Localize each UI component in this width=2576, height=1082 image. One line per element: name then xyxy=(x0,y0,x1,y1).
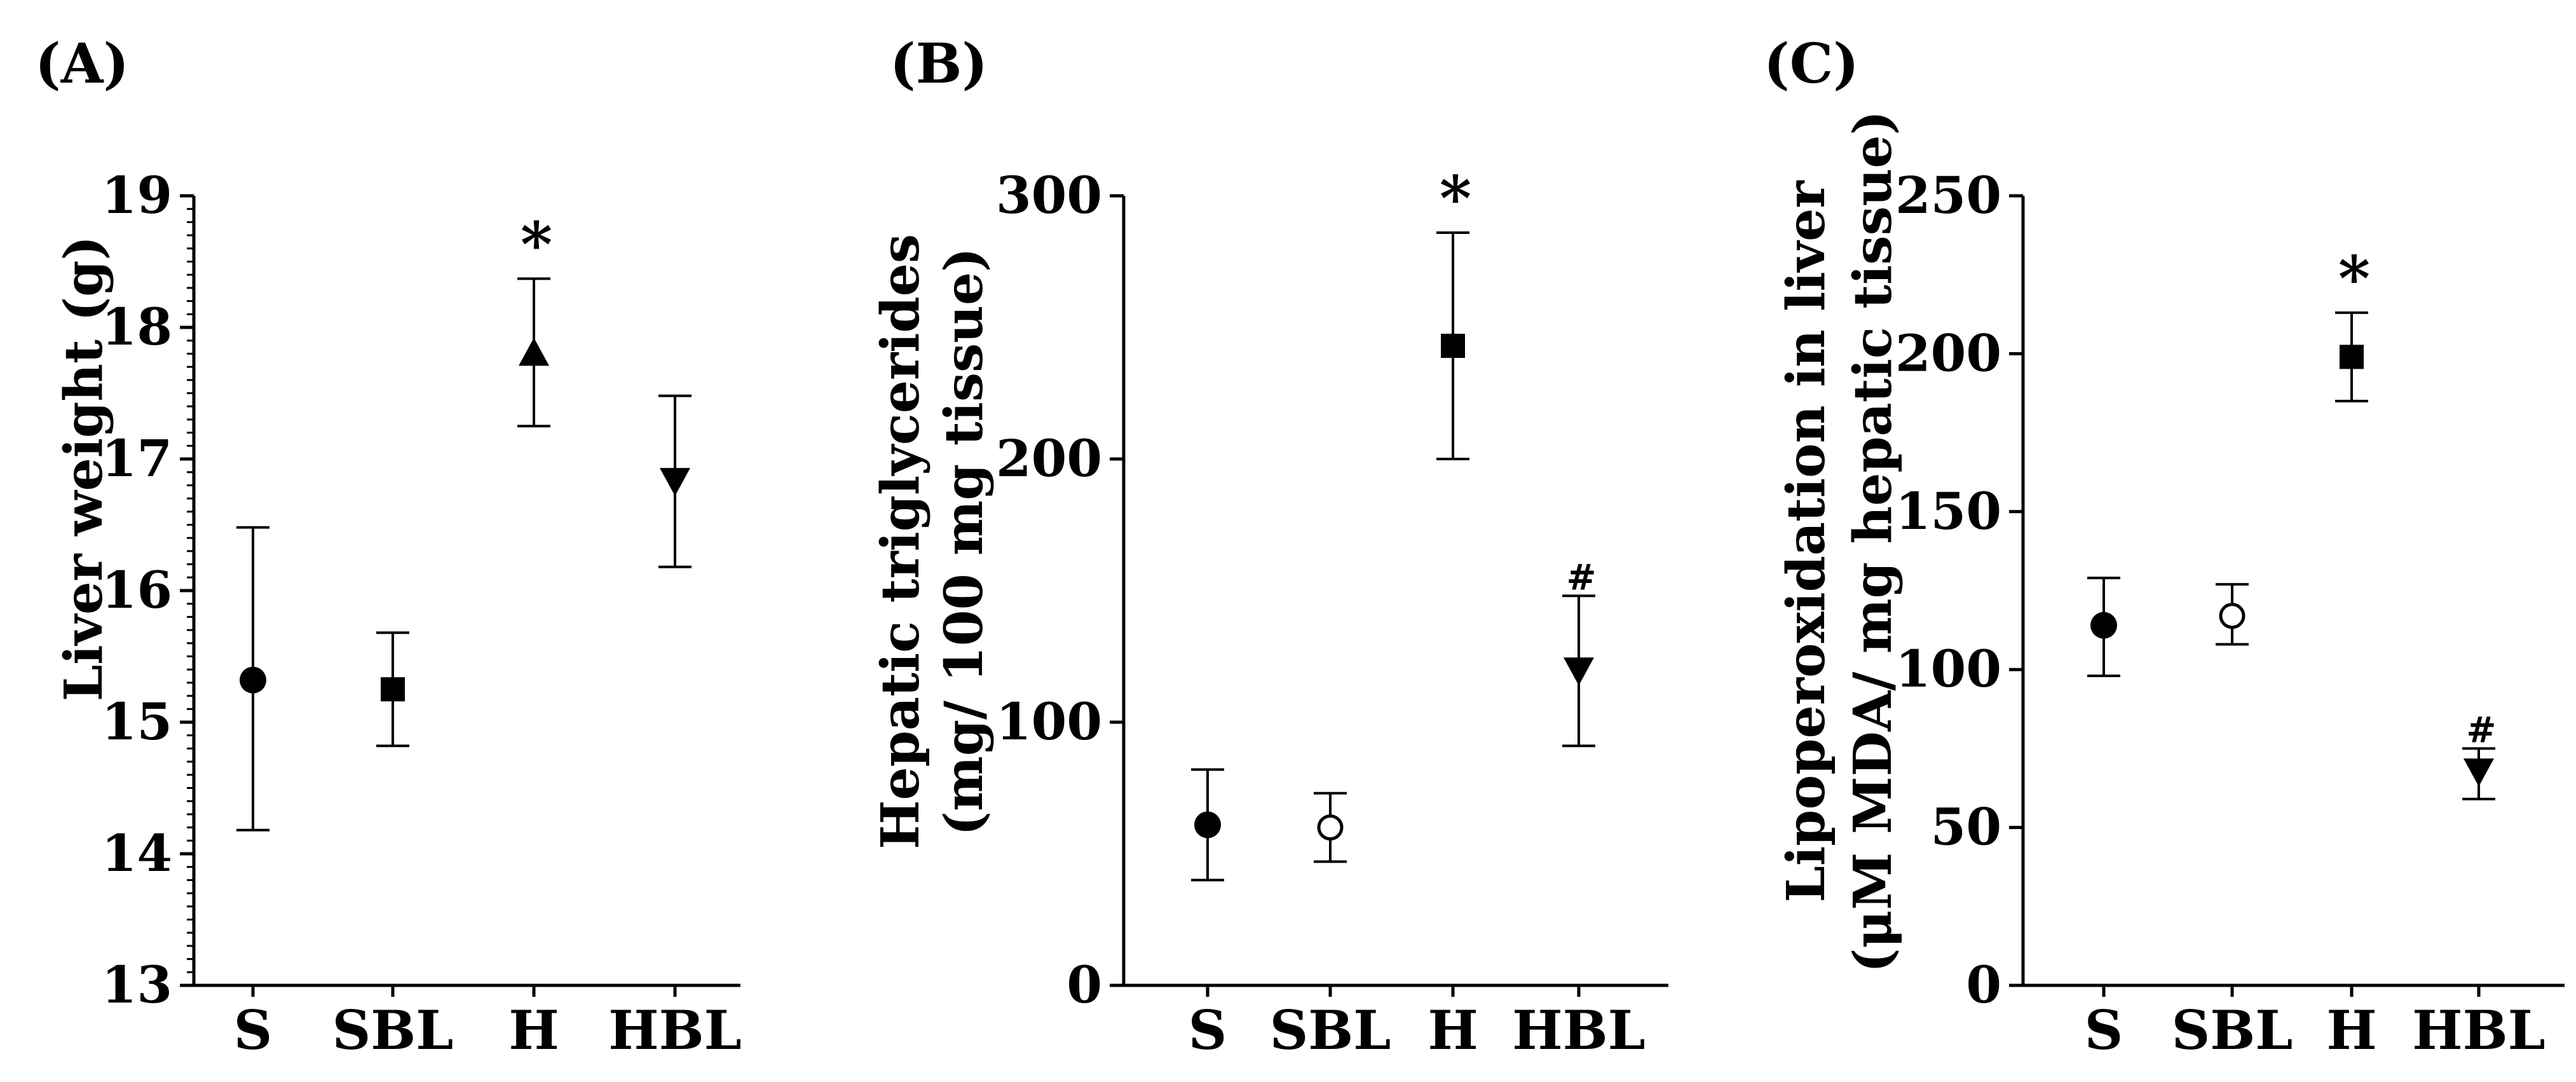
panel-c-xtick-labels: S SBL H HBL xyxy=(2085,999,2545,1062)
y-tick-label: 13 xyxy=(102,955,172,1015)
y-tick-label: 100 xyxy=(1895,639,2001,699)
panel-a-marks: * xyxy=(236,209,692,832)
panel-c: (C) Lipoperoxidation in liver (μM MDA/ m… xyxy=(1764,32,2565,1062)
y-tick-label: 17 xyxy=(102,428,172,488)
significance-star: * xyxy=(1440,163,1471,235)
x-tick-label: H xyxy=(508,999,559,1062)
panel-c-marks: *# xyxy=(2087,243,2497,800)
x-tick-label: HBL xyxy=(1512,999,1645,1062)
significance-hash: # xyxy=(1567,556,1597,598)
data-point xyxy=(1317,814,1344,841)
y-tick-label: 200 xyxy=(1895,323,2001,383)
panel-a-ytick-labels: 13 14 15 16 17 18 19 xyxy=(102,165,172,1015)
y-tick-label: 0 xyxy=(1067,955,1102,1015)
y-tick-label: 100 xyxy=(996,692,1102,751)
data-point xyxy=(660,468,690,496)
panel-a-axes xyxy=(180,194,740,997)
panel-a-label: (A) xyxy=(35,32,129,96)
y-tick-label: 200 xyxy=(996,428,1102,488)
panel-b-label: (B) xyxy=(890,32,988,96)
x-tick-label: S xyxy=(2085,999,2123,1062)
significance-star: * xyxy=(521,209,552,280)
x-tick-label: SBL xyxy=(2172,999,2293,1062)
x-tick-label: H xyxy=(2326,999,2376,1062)
data-point xyxy=(2464,758,2494,787)
panel-c-label: (C) xyxy=(1764,32,1859,96)
x-tick-label: H xyxy=(1428,999,1478,1062)
data-point xyxy=(2090,612,2117,639)
y-tick-label: 0 xyxy=(1966,955,2001,1015)
x-tick-label: S xyxy=(234,999,273,1062)
x-tick-label: SBL xyxy=(1270,999,1391,1062)
panel-b-ytick-labels: 0 100 200 300 xyxy=(996,165,1102,1015)
y-tick-label: 50 xyxy=(1931,797,2001,857)
data-point xyxy=(1441,333,1465,358)
data-point xyxy=(1194,811,1221,839)
y-tick-label: 14 xyxy=(102,823,172,883)
y-tick-label: 300 xyxy=(996,165,1102,225)
data-point xyxy=(2340,345,2364,369)
panel-c-ylabel-line-2: (μM MDA/ mg hepatic tissue) xyxy=(1843,111,1904,973)
panel-b-marks: *# xyxy=(1191,163,1597,882)
y-tick-label: 150 xyxy=(1895,481,2001,541)
panel-b: (B) Hepatic triglycerides (mg/ 100 mg ti… xyxy=(870,32,1668,1062)
data-point xyxy=(2219,603,2245,629)
significance-hash: # xyxy=(2467,709,2497,751)
x-tick-label: HBL xyxy=(2412,999,2545,1062)
y-tick-label: 15 xyxy=(102,692,172,751)
data-point xyxy=(1564,657,1594,686)
panel-b-ylabel-line-1: Hepatic triglycerides xyxy=(870,234,931,849)
y-tick-label: 250 xyxy=(1895,165,2001,225)
panel-b-ylabel-line-2: (mg/ 100 mg tissue) xyxy=(934,247,995,836)
y-tick-label: 16 xyxy=(102,560,172,620)
panel-b-axes xyxy=(1110,194,1668,997)
panel-a: (A) Liver weight (g) 13 14 15 16 17 18 19 S SBL… xyxy=(35,32,742,1062)
panel-a-ylabel: Liver weight (g) xyxy=(53,236,114,702)
data-point xyxy=(519,338,549,366)
data-point xyxy=(381,677,405,702)
panel-c-axes xyxy=(2009,194,2565,997)
y-tick-label: 19 xyxy=(102,165,172,225)
significance-star: * xyxy=(2338,243,2370,315)
data-point xyxy=(240,666,266,694)
panel-a-xtick-labels: S SBL H HBL xyxy=(234,999,742,1062)
x-tick-label: S xyxy=(1189,999,1227,1062)
panel-b-xtick-labels: S SBL H HBL xyxy=(1189,999,1646,1062)
x-tick-label: HBL xyxy=(608,999,741,1062)
panel-c-ylabel-line-1: Lipoperoxidation in liver xyxy=(1776,180,1837,903)
panel-c-ytick-labels: 0 50 100 150 200 250 xyxy=(1895,165,2001,1015)
x-tick-label: SBL xyxy=(332,999,454,1062)
y-tick-label: 18 xyxy=(102,297,172,357)
